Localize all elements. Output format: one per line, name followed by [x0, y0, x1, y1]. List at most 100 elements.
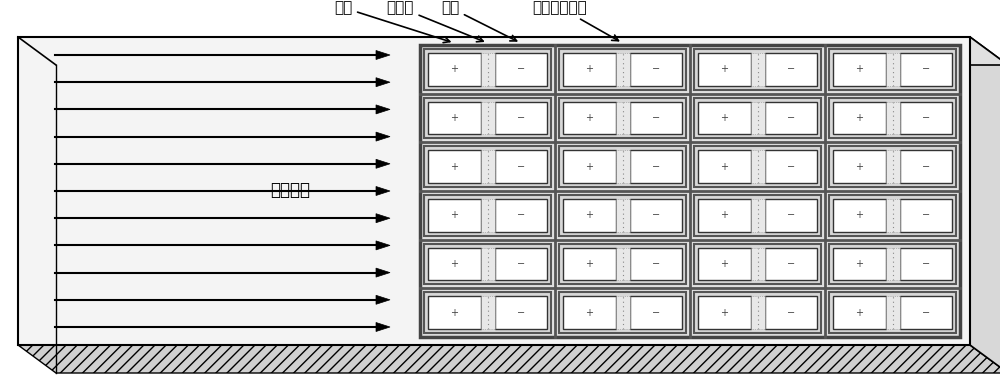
- Bar: [698, 199, 750, 232]
- Text: +: +: [855, 210, 863, 220]
- Text: −: −: [652, 162, 660, 172]
- Text: +: +: [720, 210, 728, 220]
- Bar: [900, 296, 952, 329]
- Text: −: −: [517, 259, 525, 269]
- Text: +: +: [720, 113, 728, 123]
- Text: +: +: [720, 259, 728, 269]
- Text: +: +: [720, 162, 728, 172]
- Text: −: −: [517, 162, 525, 172]
- Bar: [563, 199, 616, 232]
- Bar: [886, 199, 900, 232]
- Text: +: +: [855, 113, 863, 123]
- Text: +: +: [585, 64, 593, 74]
- Bar: [630, 102, 682, 134]
- Polygon shape: [376, 241, 390, 250]
- Bar: [559, 98, 686, 138]
- Bar: [563, 248, 616, 280]
- Text: −: −: [787, 259, 795, 269]
- Polygon shape: [376, 51, 390, 60]
- Text: −: −: [787, 113, 795, 123]
- Polygon shape: [376, 214, 390, 223]
- Text: 来流方向: 来流方向: [270, 181, 310, 199]
- Bar: [428, 199, 480, 232]
- Bar: [694, 292, 821, 333]
- Bar: [424, 146, 551, 187]
- Text: −: −: [517, 308, 525, 318]
- Text: −: −: [652, 210, 660, 220]
- Bar: [630, 150, 682, 183]
- Bar: [563, 150, 616, 183]
- Text: −: −: [517, 64, 525, 74]
- Bar: [616, 248, 630, 280]
- Text: −: −: [517, 113, 525, 123]
- Bar: [480, 199, 494, 232]
- Bar: [616, 102, 630, 134]
- Bar: [833, 150, 886, 183]
- Bar: [829, 195, 956, 236]
- Text: +: +: [855, 162, 863, 172]
- Text: +: +: [855, 308, 863, 318]
- Text: −: −: [922, 259, 930, 269]
- Bar: [424, 244, 551, 284]
- Bar: [833, 199, 886, 232]
- Bar: [750, 150, 765, 183]
- Bar: [480, 102, 494, 134]
- Text: −: −: [922, 210, 930, 220]
- Bar: [900, 53, 952, 86]
- Polygon shape: [376, 78, 390, 87]
- Bar: [563, 53, 616, 86]
- Bar: [833, 248, 886, 280]
- Text: +: +: [720, 308, 728, 318]
- Bar: [765, 248, 817, 280]
- Text: 阴极: 阴极: [441, 0, 517, 41]
- Polygon shape: [376, 322, 390, 332]
- Bar: [694, 49, 821, 90]
- Text: +: +: [855, 259, 863, 269]
- Bar: [886, 296, 900, 329]
- Bar: [833, 102, 886, 134]
- Bar: [694, 98, 821, 138]
- Bar: [428, 296, 480, 329]
- Text: −: −: [652, 113, 660, 123]
- Text: −: −: [787, 64, 795, 74]
- Bar: [765, 53, 817, 86]
- Text: +: +: [450, 210, 458, 220]
- Bar: [494, 102, 547, 134]
- Text: +: +: [720, 64, 728, 74]
- Bar: [559, 49, 686, 90]
- Polygon shape: [376, 105, 390, 114]
- Text: −: −: [787, 162, 795, 172]
- Polygon shape: [376, 295, 390, 304]
- Bar: [698, 150, 750, 183]
- Bar: [428, 102, 480, 134]
- Text: +: +: [450, 162, 458, 172]
- Bar: [559, 195, 686, 236]
- Text: −: −: [652, 308, 660, 318]
- Bar: [630, 296, 682, 329]
- Bar: [563, 296, 616, 329]
- Bar: [630, 199, 682, 232]
- Text: −: −: [922, 113, 930, 123]
- Bar: [698, 248, 750, 280]
- Bar: [886, 102, 900, 134]
- Bar: [765, 150, 817, 183]
- Bar: [833, 53, 886, 86]
- Bar: [698, 53, 750, 86]
- Bar: [900, 102, 952, 134]
- Bar: [494, 53, 547, 86]
- Text: 阳极: 阳极: [334, 0, 450, 43]
- Polygon shape: [376, 132, 390, 141]
- Text: −: −: [922, 162, 930, 172]
- Polygon shape: [376, 186, 390, 195]
- Bar: [886, 53, 900, 86]
- Text: +: +: [585, 259, 593, 269]
- Bar: [829, 244, 956, 284]
- Bar: [563, 102, 616, 134]
- Bar: [886, 150, 900, 183]
- Polygon shape: [18, 37, 1000, 65]
- Bar: [900, 199, 952, 232]
- Polygon shape: [376, 268, 390, 277]
- Bar: [424, 98, 551, 138]
- Bar: [428, 150, 480, 183]
- Bar: [424, 292, 551, 333]
